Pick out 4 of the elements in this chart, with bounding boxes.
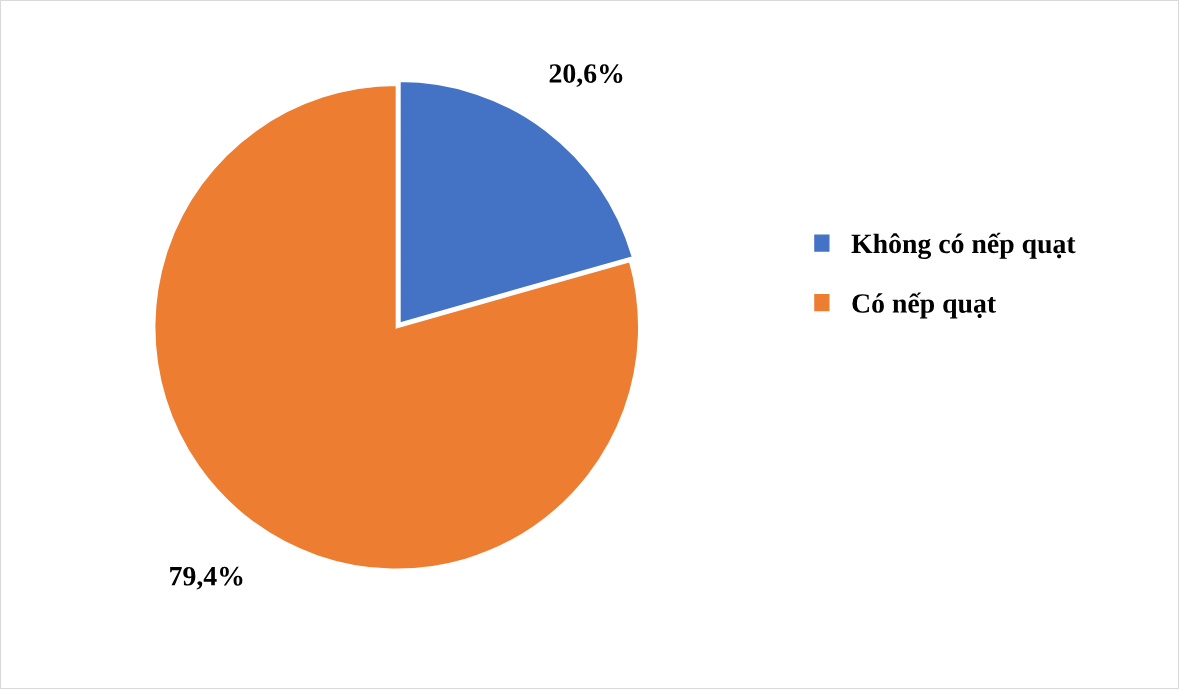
legend-label: Không có nếp quạt [851,232,1076,260]
legend-label: Có nếp quạt [852,292,997,319]
data-label: 20,6% [549,64,623,87]
data-label: 79,4% [170,566,243,590]
